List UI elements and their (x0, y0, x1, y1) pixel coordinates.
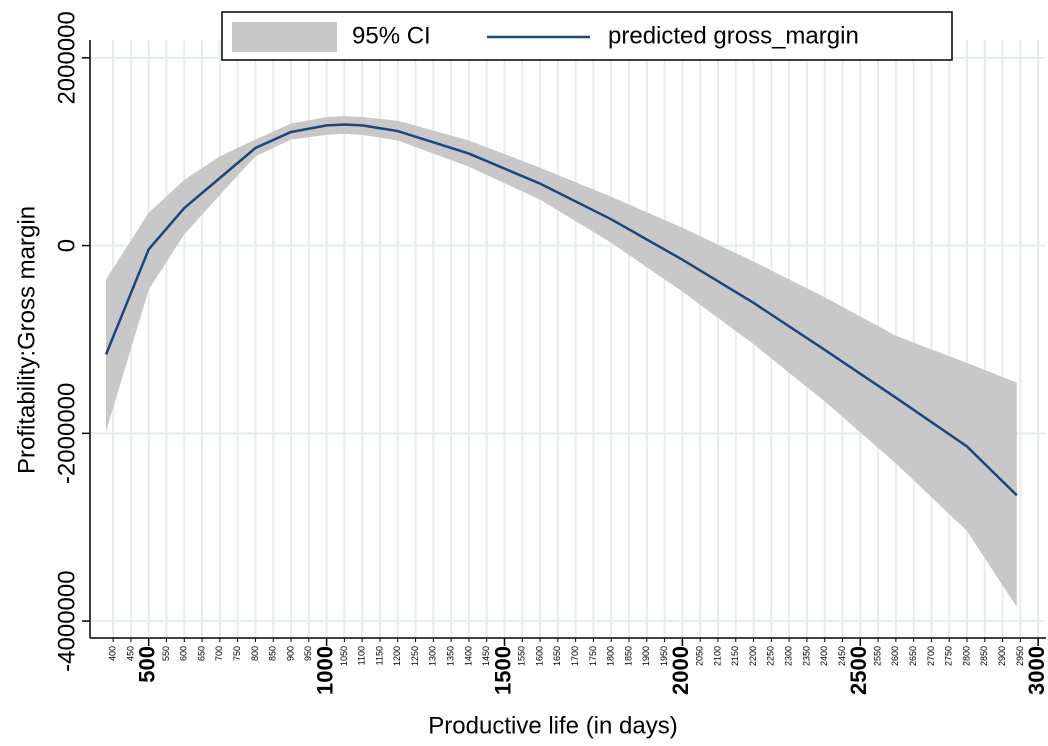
x-minor-tick-label: 2750 (944, 646, 954, 666)
y-tick-label: -2000000 (53, 383, 80, 484)
x-minor-tick-label: 400 (108, 646, 118, 661)
x-minor-tick-label: 2300 (783, 646, 793, 666)
x-minor-tick-label: 2900 (997, 646, 1007, 666)
x-minor-tick-label: 1550 (517, 646, 527, 666)
x-tick-label: 2000 (668, 646, 693, 695)
x-minor-tick-label: 700 (214, 646, 224, 661)
ci-band (106, 116, 1017, 608)
x-minor-tick-label: 1400 (463, 646, 473, 666)
x-axis-title: Productive life (in days) (428, 712, 677, 739)
x-minor-tick-label: 2800 (961, 646, 971, 666)
x-minor-tick-label: 2700 (926, 646, 936, 666)
x-minor-tick-label: 1150 (374, 646, 384, 665)
x-minor-tick-label: 2950 (1015, 646, 1025, 666)
x-minor-tick-label: 950 (303, 646, 313, 661)
x-minor-tick-label: 2850 (979, 646, 989, 666)
x-minor-tick-label: 1050 (339, 646, 349, 666)
legend-label: 95% CI (352, 22, 431, 49)
x-minor-tick-label: 2350 (801, 646, 811, 666)
x-minor-tick-label: 1600 (534, 646, 544, 666)
x-minor-tick-label: 1100 (357, 646, 367, 665)
legend-swatch (232, 22, 337, 52)
x-minor-tick-label: 1800 (606, 646, 616, 666)
x-minor-tick-label: 2200 (748, 646, 758, 666)
x-tick-label: 3000 (1024, 646, 1048, 695)
y-tick-label: -4000000 (53, 570, 80, 671)
x-minor-tick-label: 2650 (908, 646, 918, 666)
legend: 95% CI predicted gross_margin (221, 11, 953, 61)
y-tick-label: 0 (53, 239, 80, 252)
x-minor-tick-label: 550 (161, 646, 171, 661)
x-minor-tick-label: 650 (196, 646, 206, 661)
x-minor-tick-label: 1300 (428, 646, 438, 666)
x-minor-tick-label: 1900 (641, 646, 651, 666)
x-minor-tick-label: 2250 (766, 646, 776, 666)
x-tick-label: 1500 (490, 646, 515, 695)
x-minor-tick-label: 1650 (552, 646, 562, 666)
line (104, 123, 1018, 497)
x-minor-tick-label: 850 (268, 646, 278, 661)
x-minor-tick-label: 750 (232, 646, 242, 661)
legend-box (221, 11, 953, 61)
x-minor-tick-label: 1250 (410, 646, 420, 666)
y-tick-label: 2000000 (53, 11, 80, 104)
x-tick-label: 1000 (312, 646, 337, 695)
x-minor-tick-label: 1200 (392, 646, 402, 666)
x-minor-tick-label: 600 (179, 646, 189, 661)
x-minor-tick-label: 2600 (890, 646, 900, 666)
x-minor-tick-label: 1450 (481, 646, 491, 666)
x-minor-tick-label: 450 (125, 646, 135, 661)
x-minor-tick-label: 900 (285, 646, 295, 661)
x-minor-tick-label: 1350 (445, 646, 455, 666)
x-minor-tick-label: 2150 (730, 646, 740, 666)
y-axis-title: Profitability:Gross margin (13, 206, 40, 474)
x-minor-tick-label: 1950 (659, 646, 669, 666)
x-minor-tick-label: 2400 (819, 646, 829, 666)
x-minor-tick-label: 2100 (712, 646, 722, 666)
x-minor-tick-label: 800 (250, 646, 260, 661)
x-minor-tick-label: 1850 (623, 646, 633, 666)
x-minor-tick-label: 1750 (588, 646, 598, 666)
x-minor-tick-label: 2450 (837, 646, 847, 666)
x-minor-tick-label: 2050 (695, 646, 705, 666)
x-minor-tick-label: 2550 (872, 646, 882, 666)
x-tick-label: 2500 (846, 646, 871, 695)
legend-label: predicted gross_margin (608, 22, 859, 49)
x-tick-label: 500 (135, 646, 160, 683)
x-minor-tick-label: 1700 (570, 646, 580, 666)
